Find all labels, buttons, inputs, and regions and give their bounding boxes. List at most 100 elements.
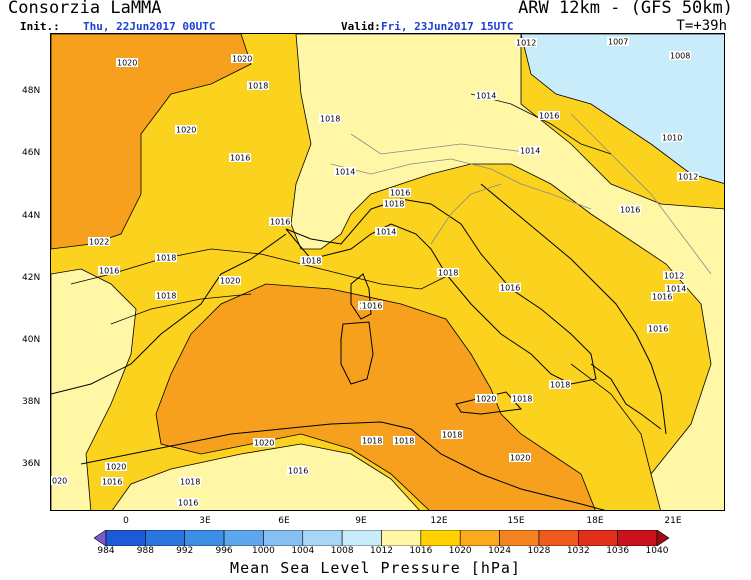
isobar-label: 1016: [361, 301, 383, 311]
svg-text:1018: 1018: [438, 269, 458, 278]
isobar-label: 1020: [116, 58, 138, 68]
lon-label-6e: 6E: [278, 516, 290, 526]
svg-text:1012: 1012: [678, 173, 698, 182]
isobar-label: 1022: [88, 237, 110, 247]
colorbar-segment: [538, 530, 579, 546]
isobar-label: 1018: [155, 253, 177, 263]
svg-text:1016: 1016: [230, 154, 250, 163]
svg-text:1014: 1014: [520, 147, 540, 156]
colorbar-level-label: 1036: [606, 546, 630, 556]
svg-text:1008: 1008: [670, 52, 690, 61]
init-value: Thu, 22Jun2017 00UTC: [83, 20, 216, 33]
isobar-label: 1016: [229, 153, 251, 163]
pressure-map-canvas: 1012 1007 1020 1020 1018 1014 1008 1020 1016 1016…: [51, 34, 724, 510]
lat-label-38n: 38N: [22, 397, 41, 407]
lat-label-44n: 44N: [22, 211, 41, 221]
band-1012-1016-sw: [51, 268, 137, 510]
isobar-label: 1012: [663, 271, 685, 281]
svg-text:1018: 1018: [156, 254, 176, 263]
svg-text:1018: 1018: [394, 437, 414, 446]
colorbar-level-label: 1000: [251, 546, 275, 556]
svg-text:1012: 1012: [664, 272, 684, 281]
colorbar-level-label: 1032: [566, 546, 590, 556]
svg-text:1020: 1020: [106, 463, 126, 472]
isobar-label: 1016: [389, 188, 411, 198]
lon-label-3e: 3E: [199, 516, 211, 526]
colorbar-segment: [145, 530, 186, 546]
colorbar-segment: [459, 530, 500, 546]
svg-text:1012: 1012: [516, 39, 536, 48]
isobar-label: 1016: [269, 217, 291, 227]
isobar-label: 1008: [669, 51, 691, 61]
isobar-label: 020: [51, 476, 68, 486]
isobar-label: 1018: [393, 436, 415, 446]
colorbar-segment: [223, 530, 264, 546]
isobar-label: 1018: [179, 477, 201, 487]
isobar-label: 1016: [101, 477, 123, 487]
svg-text:1016: 1016: [102, 478, 122, 487]
colorbar-level-label: 992: [176, 546, 194, 556]
svg-text:1018: 1018: [384, 200, 404, 209]
isobar-label: 1018: [300, 256, 322, 266]
svg-text:1020: 1020: [476, 395, 496, 404]
isobar-label: 1020: [253, 438, 275, 448]
svg-text:1016: 1016: [362, 302, 382, 311]
lat-label-42n: 42N: [22, 273, 41, 283]
isobar-label: 1007: [607, 37, 629, 47]
lon-label-15e: 15E: [507, 516, 525, 526]
provider-title: Consorzia LaMMA: [8, 0, 162, 18]
svg-text:1020: 1020: [220, 277, 240, 286]
colorbar-level-label: 1028: [527, 546, 551, 556]
colorbar-segment: [184, 530, 225, 546]
isobar-label: 1020: [175, 125, 197, 135]
isobar-label: 1016: [287, 466, 309, 476]
colorbar-segment: [381, 530, 422, 546]
colorbar-segment: [420, 530, 461, 546]
isobars: [70, 93, 652, 475]
colorbar-level-label: 1016: [409, 546, 433, 556]
colorbar-level-label: 996: [215, 546, 233, 556]
isobar-label: 1020: [219, 276, 241, 286]
band-1020-med: [155, 283, 596, 510]
colorbar-segment: [302, 530, 343, 546]
colorbar-max-arrow: [656, 530, 669, 546]
svg-text:1016: 1016: [539, 112, 559, 121]
lon-label-9e: 9E: [355, 516, 367, 526]
isobar-label: 1016: [98, 266, 120, 276]
isobar-label: 1016: [538, 111, 560, 121]
svg-text:1016: 1016: [99, 267, 119, 276]
isobar-label: 1012: [677, 172, 699, 182]
svg-text:1016: 1016: [178, 499, 198, 508]
valid-label: Valid:: [341, 20, 381, 33]
isobar-label: 1012: [515, 38, 537, 48]
lon-label-18e: 18E: [586, 516, 604, 526]
colorbar-level-label: 1004: [291, 546, 315, 556]
svg-text:1018: 1018: [512, 395, 532, 404]
svg-text:1020: 1020: [117, 59, 137, 68]
colorbar: [94, 530, 669, 546]
svg-text:1016: 1016: [652, 293, 672, 302]
svg-text:1020: 1020: [254, 439, 274, 448]
svg-text:020: 020: [52, 477, 67, 486]
svg-text:1018: 1018: [362, 437, 382, 446]
isobar-label: 1020: [105, 462, 127, 472]
svg-text:1014: 1014: [376, 228, 396, 237]
svg-text:1018: 1018: [156, 292, 176, 301]
svg-text:1018: 1018: [442, 431, 462, 440]
coastlines: [51, 183, 667, 510]
model-title: ARW 12km - (GFS 50km): [518, 0, 733, 18]
svg-text:1016: 1016: [648, 325, 668, 334]
svg-text:1014: 1014: [666, 285, 686, 294]
isobar-label: 1018: [441, 430, 463, 440]
svg-text:1014: 1014: [476, 92, 496, 101]
init-label: Init.:: [20, 20, 60, 33]
svg-text:1016: 1016: [390, 189, 410, 198]
isobar-label: 1018: [549, 380, 571, 390]
isobar-label: 1020: [231, 54, 253, 64]
colorbar-segment: [341, 530, 382, 546]
borders: [330, 113, 712, 275]
svg-text:1016: 1016: [620, 206, 640, 215]
isobar-label: 1020: [509, 453, 531, 463]
svg-text:1020: 1020: [510, 454, 530, 463]
svg-text:1014: 1014: [335, 168, 355, 177]
